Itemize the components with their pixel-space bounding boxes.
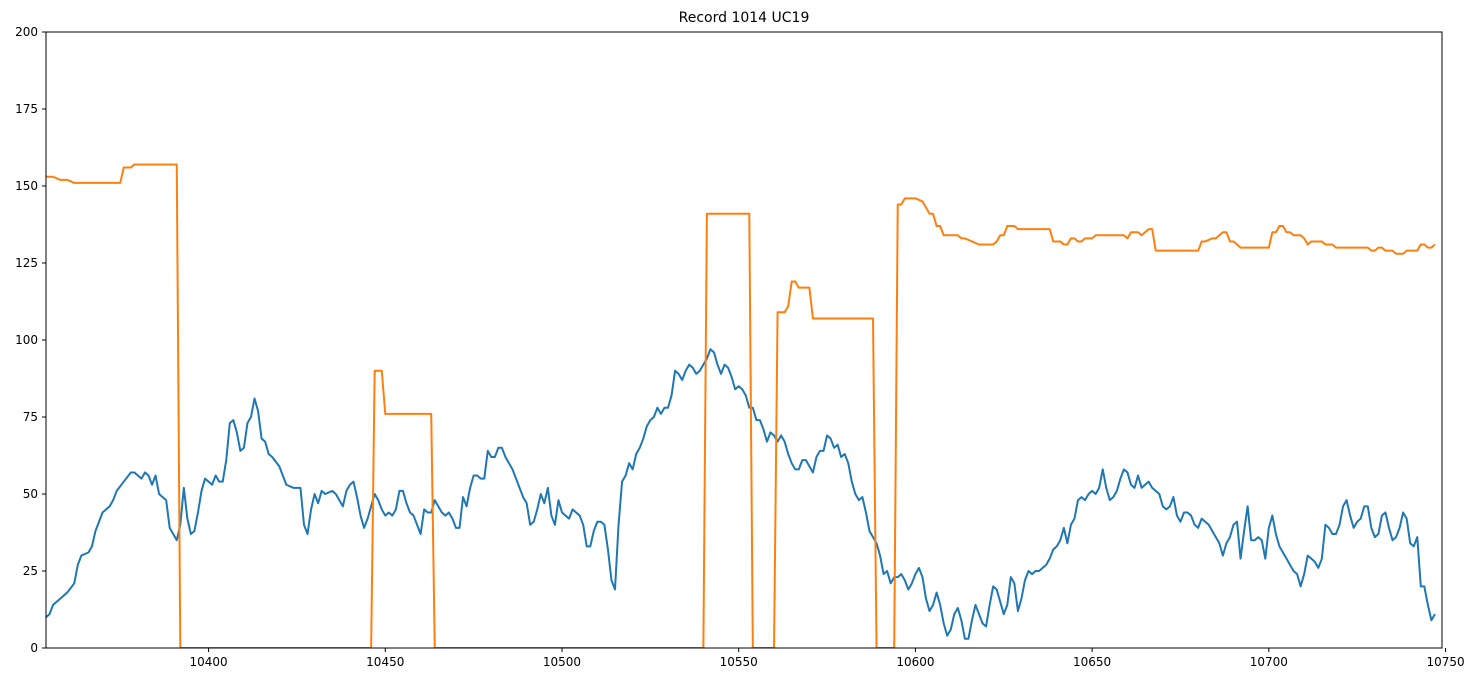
y-tick-label: 125 [15, 256, 38, 270]
y-tick-label: 25 [23, 564, 38, 578]
x-axis: 10400 10450 10500 10550 10600 10650 10700 10750 [189, 648, 1465, 669]
y-tick-label: 50 [23, 487, 38, 501]
x-tick-label: 10500 [543, 655, 581, 669]
y-tick-label: 0 [30, 641, 38, 655]
y-axis: 0 25 50 75 100 125 150 175 200 [15, 25, 46, 655]
x-tick-label: 10700 [1250, 655, 1288, 669]
chart-title: Record 1014 UC19 [679, 10, 810, 26]
x-tick-label: 10650 [1073, 655, 1111, 669]
series-line-1 [46, 348, 1436, 640]
y-tick-label: 175 [15, 102, 38, 116]
y-tick-label: 150 [15, 179, 38, 193]
y-tick-label: 100 [15, 333, 38, 347]
x-tick-label: 10400 [189, 655, 227, 669]
series-layer [46, 163, 1436, 648]
x-tick-label: 10750 [1426, 655, 1464, 669]
x-tick-label: 10450 [366, 655, 404, 669]
x-tick-label: 10600 [896, 655, 934, 669]
y-tick-label: 200 [15, 25, 38, 39]
y-tick-label: 75 [23, 410, 38, 424]
x-tick-label: 10550 [720, 655, 758, 669]
series-line-2 [46, 163, 1436, 648]
